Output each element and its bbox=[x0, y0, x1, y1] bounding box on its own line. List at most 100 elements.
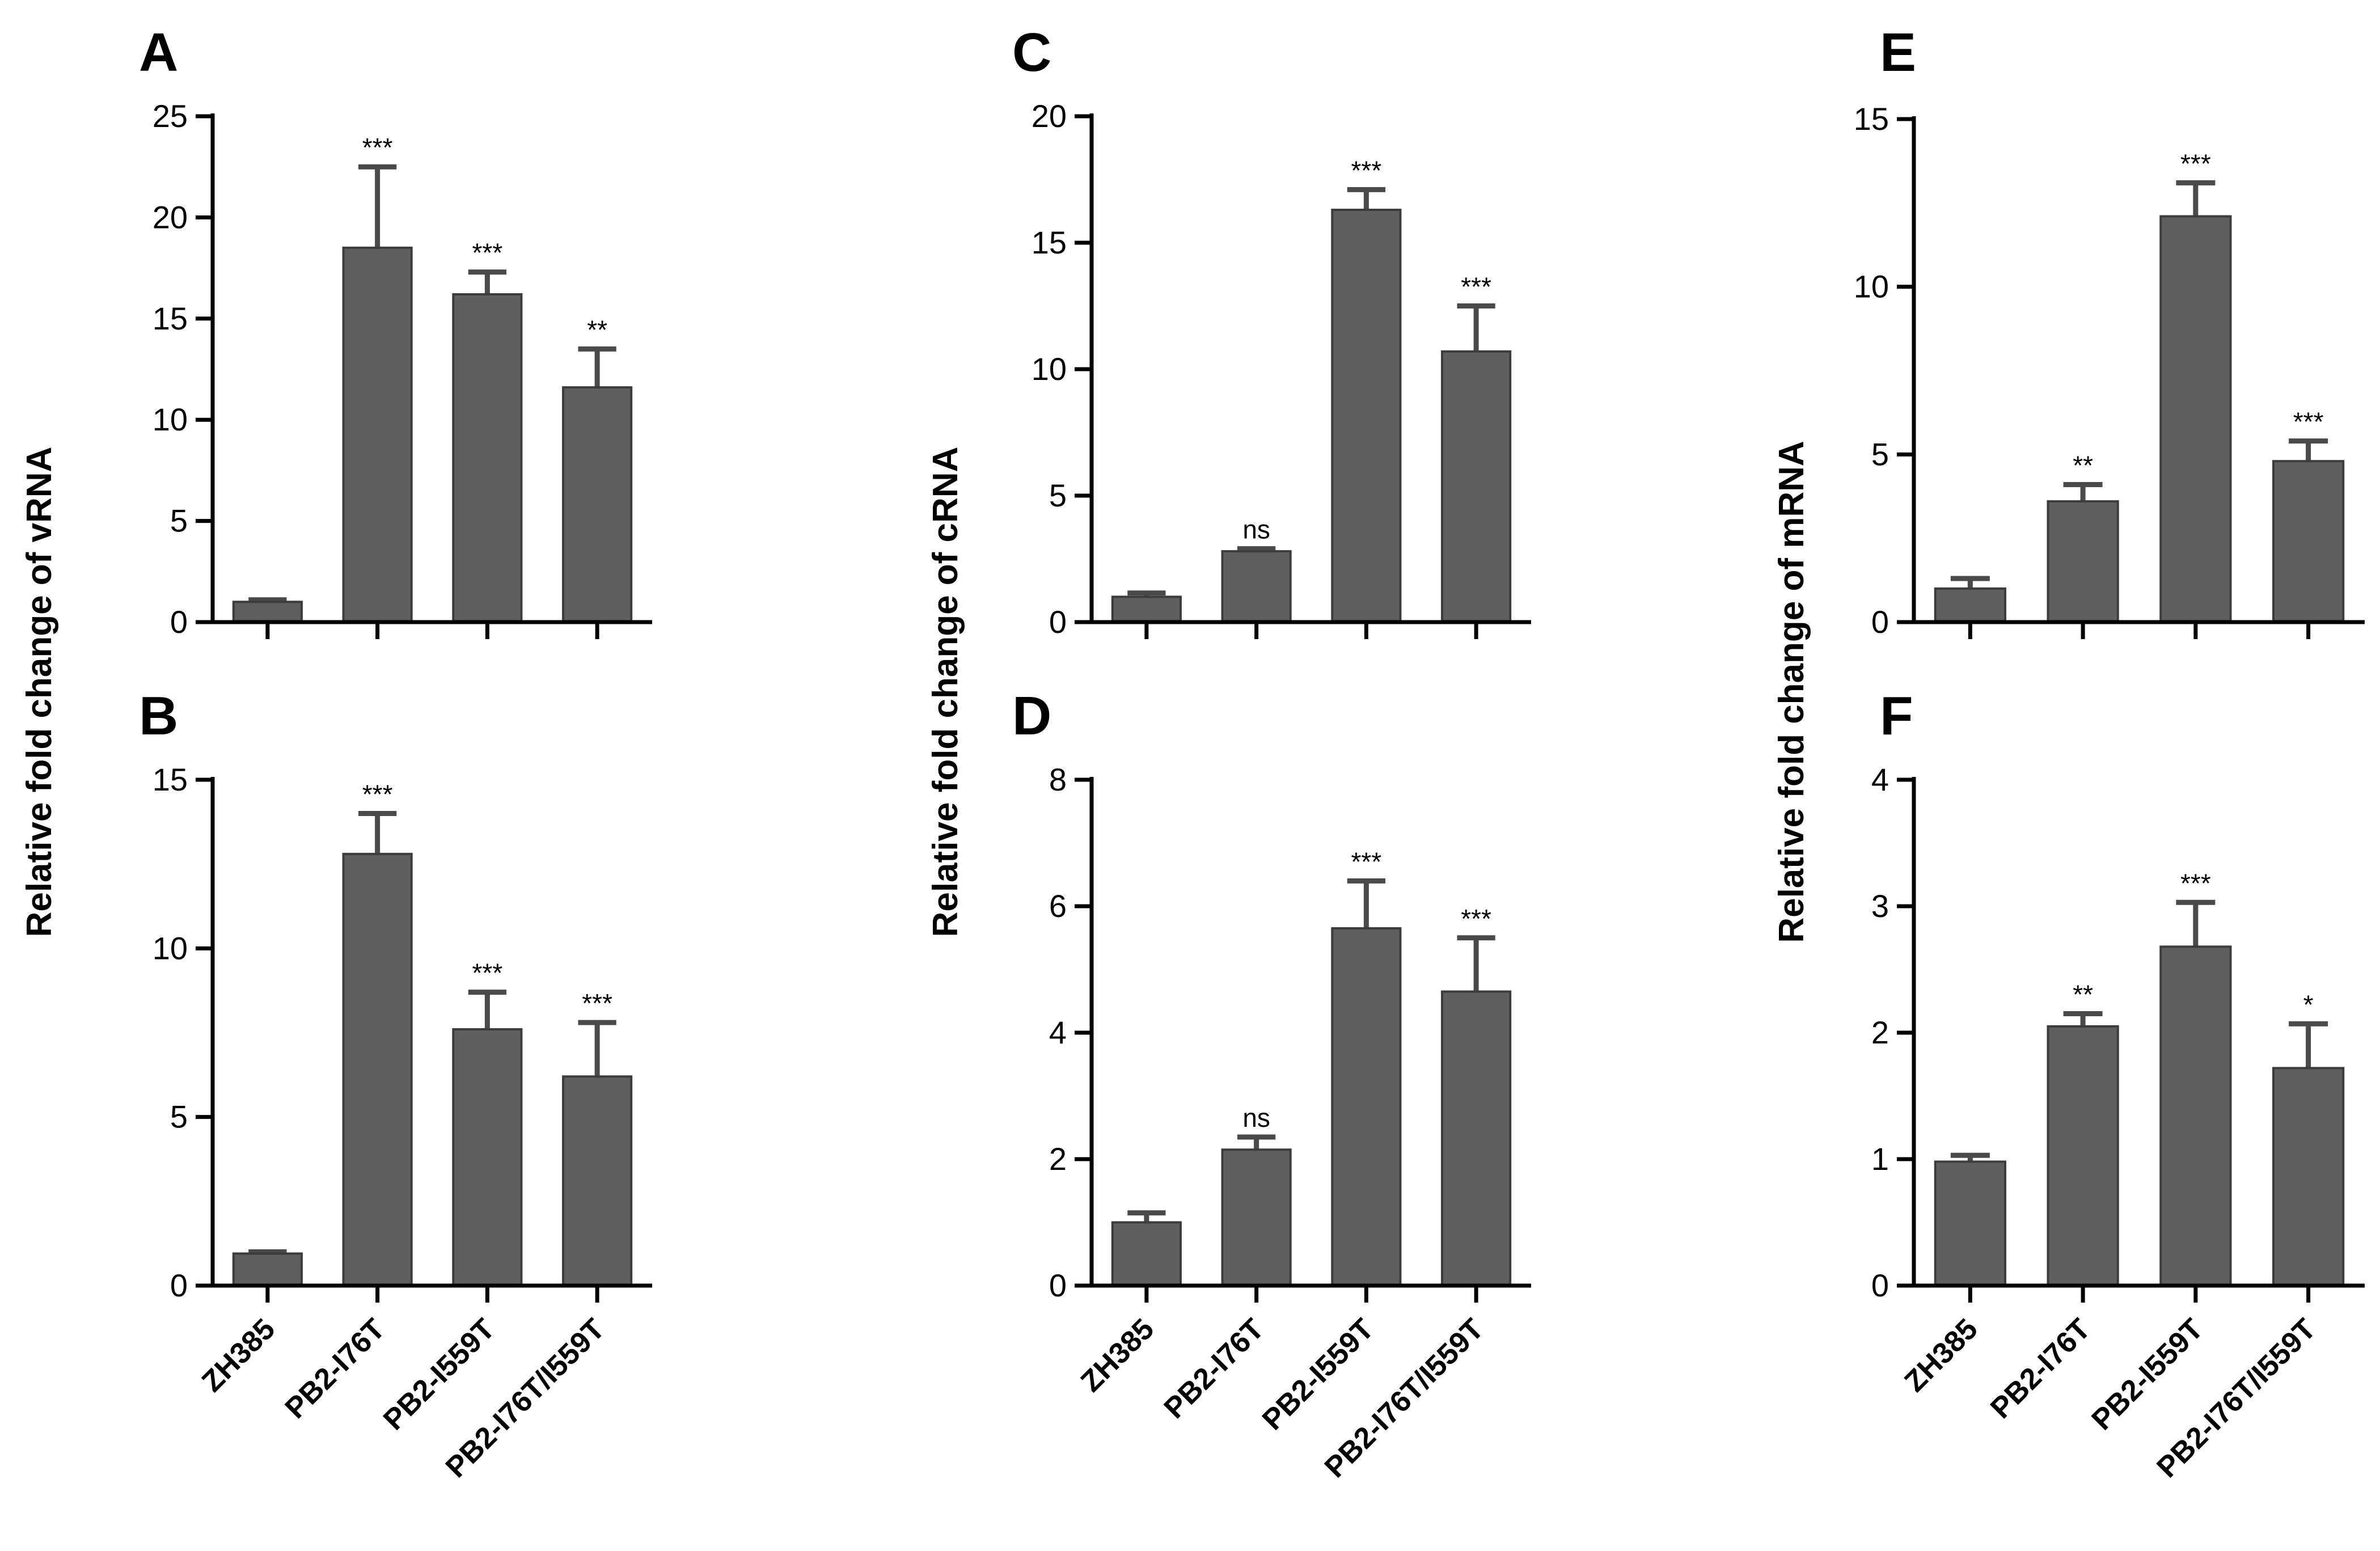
bar bbox=[1934, 1160, 2006, 1287]
category-label: PB2-I76T bbox=[1158, 1312, 1271, 1425]
error-bar bbox=[2289, 438, 2328, 462]
significance-label: *** bbox=[362, 779, 393, 809]
y-tick-label: 0 bbox=[1871, 604, 1889, 640]
error-bar bbox=[2063, 1011, 2103, 1026]
y-tick-label: 8 bbox=[1049, 762, 1067, 797]
panel-letter: A bbox=[139, 22, 178, 83]
y-tick-label: 4 bbox=[1049, 1015, 1067, 1050]
error-bar bbox=[358, 810, 397, 854]
panels: A********0510152025B*********051015ZH385… bbox=[139, 22, 2365, 1484]
y-tick-label: 10 bbox=[1032, 351, 1067, 387]
error-bar bbox=[1127, 1210, 1166, 1223]
y-tick-label: 5 bbox=[170, 1099, 188, 1135]
bar bbox=[1331, 209, 1402, 623]
significance-label: *** bbox=[362, 133, 393, 162]
y-tick-label: 5 bbox=[1049, 477, 1067, 513]
bar bbox=[562, 1075, 633, 1287]
significance-label: *** bbox=[472, 238, 503, 268]
error-bar bbox=[578, 1020, 616, 1077]
y-tick-label: 4 bbox=[1871, 762, 1889, 797]
y-tick-label: 0 bbox=[1049, 1267, 1067, 1303]
panel-b: B*********051015ZH385PB2-I76TPB2-I559TPB… bbox=[139, 686, 652, 1484]
significance-label: ** bbox=[587, 315, 607, 344]
category-label: ZH385 bbox=[1075, 1312, 1160, 1398]
error-bar bbox=[2176, 899, 2216, 947]
y-tick-label: 2 bbox=[1871, 1015, 1889, 1050]
y-tick-label: 0 bbox=[1049, 604, 1067, 640]
y-tick-label: 15 bbox=[1032, 225, 1067, 260]
significance-label: *** bbox=[1351, 155, 1382, 185]
y-tick-label: 6 bbox=[1049, 888, 1067, 924]
error-bar bbox=[1347, 187, 1386, 210]
bar bbox=[342, 246, 413, 624]
significance-label: * bbox=[2303, 990, 2314, 1019]
category-label: PB2-I559T bbox=[2086, 1312, 2210, 1436]
error-bar bbox=[2063, 482, 2103, 502]
y-tick-label: 15 bbox=[153, 762, 188, 797]
bar bbox=[2159, 945, 2232, 1287]
significance-label: *** bbox=[472, 958, 503, 988]
y-tick-label: 10 bbox=[153, 402, 188, 437]
ylabel-crna: Relative fold change of cRNA bbox=[926, 447, 965, 937]
bar bbox=[2047, 500, 2119, 623]
significance-label: *** bbox=[1461, 904, 1491, 933]
error-bar bbox=[1237, 1134, 1276, 1150]
panel-d: Dns******02468ZH385PB2-I76TPB2-I559TPB2-… bbox=[1012, 686, 1531, 1484]
y-tick-label: 10 bbox=[1854, 269, 1889, 305]
bar bbox=[2272, 1067, 2345, 1287]
y-tick-label: 5 bbox=[170, 503, 188, 539]
bar bbox=[232, 1252, 303, 1287]
category-label: PB2-I76T bbox=[1984, 1312, 2097, 1425]
panel-c: Cns *** *** 0 5 10 15 20 bbox=[1012, 22, 1531, 640]
significance-label: *** bbox=[1351, 847, 1382, 876]
category-label: ZH385 bbox=[196, 1312, 281, 1398]
bar bbox=[1331, 927, 1402, 1287]
error-bar bbox=[2289, 1021, 2328, 1068]
error-bar bbox=[1457, 303, 1495, 352]
significance-label: *** bbox=[2180, 149, 2211, 178]
panel-letter: F bbox=[1880, 686, 1913, 746]
error-bar bbox=[358, 164, 397, 248]
y-tick-label: 20 bbox=[1032, 98, 1067, 134]
ylabel-vrna: Relative fold change of vRNA bbox=[20, 447, 59, 937]
panel-letter: E bbox=[1880, 22, 1916, 83]
y-tick-label: 10 bbox=[153, 930, 188, 966]
panel-letter: B bbox=[139, 686, 178, 746]
bar bbox=[452, 1028, 523, 1287]
significance-label: *** bbox=[2180, 868, 2211, 898]
error-bar bbox=[1347, 878, 1386, 929]
bar bbox=[452, 293, 523, 623]
y-tick-label: 5 bbox=[1871, 436, 1889, 472]
category-label: PB2-I76T bbox=[279, 1312, 392, 1425]
y-tick-label: 25 bbox=[153, 98, 188, 134]
bar bbox=[2047, 1025, 2119, 1287]
error-bar bbox=[1950, 576, 1990, 589]
error-bar bbox=[1457, 935, 1495, 992]
bar bbox=[1111, 1221, 1182, 1287]
error-bar bbox=[2176, 180, 2216, 217]
bar bbox=[232, 601, 303, 623]
error-bar bbox=[578, 346, 616, 388]
y-tick-label: 15 bbox=[153, 301, 188, 336]
significance-label: ** bbox=[2073, 980, 2093, 1009]
significance-label: ** bbox=[2073, 451, 2093, 480]
y-tick-label: 2 bbox=[1049, 1141, 1067, 1177]
ylabel-mrna: Relative fold change of mRNA bbox=[1772, 441, 1811, 943]
significance-label: *** bbox=[2293, 407, 2324, 437]
panel-letter: C bbox=[1012, 22, 1051, 83]
significance-label: *** bbox=[582, 988, 612, 1018]
y-tick-label: 15 bbox=[1854, 101, 1889, 137]
significance-label: ns bbox=[1242, 515, 1270, 544]
category-label: ZH385 bbox=[1898, 1312, 1984, 1398]
bar bbox=[2159, 215, 2232, 623]
error-bar bbox=[468, 269, 507, 294]
bar bbox=[1934, 587, 2006, 624]
y-tick-label: 0 bbox=[170, 604, 188, 640]
error-bar bbox=[468, 990, 507, 1030]
significance-label: ns bbox=[1242, 1103, 1270, 1132]
y-tick-label: 3 bbox=[1871, 888, 1889, 924]
